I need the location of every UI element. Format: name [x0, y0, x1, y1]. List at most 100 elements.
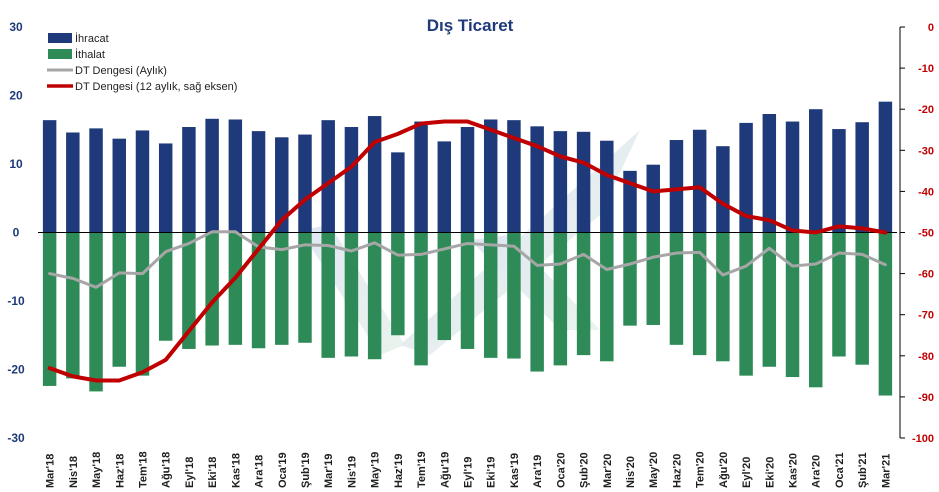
bar-ihracat	[878, 101, 893, 233]
legend-swatch-bar	[48, 33, 72, 43]
bar-ihracat	[414, 121, 428, 233]
bar-ihracat	[42, 120, 57, 233]
right-axis-tick-label: -60	[918, 269, 934, 281]
bar-ihracat	[66, 132, 80, 233]
x-axis-tick-label: Mar'21	[880, 454, 892, 488]
bar-ithalat	[623, 232, 637, 326]
bar-ithalat	[344, 232, 359, 357]
bar-ihracat	[809, 109, 823, 233]
x-axis-tick-label: Nis'20	[625, 456, 637, 488]
bar-ithalat	[553, 232, 568, 366]
bar-ithalat	[228, 232, 243, 345]
x-axis-tick-label: Haz'20	[671, 454, 683, 488]
bar-ihracat	[785, 121, 800, 233]
x-axis-tick-label: Oca'19	[277, 452, 289, 488]
x-axis-tick-label: Eki'19	[486, 457, 498, 488]
bar-ithalat	[89, 232, 103, 392]
bar-ithalat	[158, 232, 173, 341]
bar-ihracat	[251, 131, 266, 233]
x-axis-tick-label: Mar'20	[602, 454, 614, 488]
right-axis-tick-label: -10	[918, 63, 934, 75]
bar-ihracat	[483, 119, 498, 233]
bar-ithalat	[716, 232, 730, 362]
right-axis-tick-label: -20	[918, 104, 934, 116]
left-axis-tick-label: 20	[9, 89, 23, 103]
bar-ithalat	[878, 232, 893, 396]
bar-ithalat	[205, 232, 219, 346]
bar-ihracat	[158, 143, 173, 233]
x-axis-tick-label: Şub'21	[857, 452, 869, 488]
bar-ithalat	[275, 232, 289, 345]
bar-ihracat	[553, 131, 568, 233]
x-axis-tick-label: Mar'19	[323, 454, 335, 488]
bar-ithalat	[530, 232, 544, 372]
x-axis-tick-label: Ara'18	[254, 455, 266, 488]
bar-ithalat	[135, 232, 150, 376]
bar-ihracat	[576, 131, 591, 233]
bar-ithalat	[251, 232, 266, 349]
x-axis-tick-label: May'20	[648, 452, 660, 488]
legend-label: İhracat	[75, 32, 109, 45]
legend-label: DT Dengesi (12 aylık, sağ eksen)	[75, 81, 237, 93]
x-axis-tick-label: Eyl'20	[741, 457, 753, 488]
x-axis-tick-label: Haz'18	[114, 454, 126, 488]
bar-ihracat	[112, 138, 126, 233]
bar-ihracat	[832, 129, 846, 233]
bar-ihracat	[460, 127, 475, 233]
x-axis-tick-label: Eyl'18	[184, 457, 196, 488]
right-axis-tick-label: -70	[918, 310, 934, 322]
right-axis-tick-label: -50	[918, 228, 934, 240]
right-axis-tick-label: -30	[918, 145, 934, 157]
x-axis-tick-label: Nis'19	[346, 456, 358, 488]
bar-ihracat	[275, 137, 289, 233]
bar-ihracat	[205, 118, 219, 233]
right-axis-tick-label: -100	[912, 433, 934, 445]
bar-ithalat	[367, 232, 382, 360]
bar-ithalat	[298, 232, 312, 343]
bar-ithalat	[483, 232, 498, 358]
bar-ihracat	[228, 119, 243, 233]
bar-ithalat	[321, 232, 335, 358]
bar-ihracat	[530, 126, 544, 233]
series-line-dt-12-aylik	[47, 119, 888, 383]
bar-ihracat	[135, 130, 150, 233]
bar-ihracat	[89, 128, 103, 233]
bar-ihracat	[669, 140, 684, 233]
bar-ihracat	[646, 164, 660, 233]
bar-ihracat	[600, 140, 614, 233]
bar-ithalat	[762, 232, 777, 367]
bar-ihracat	[716, 146, 730, 233]
legend-label: DT Dengesi (Aylık)	[75, 65, 167, 77]
bar-ithalat	[66, 232, 80, 379]
x-axis-tick-label: Nis'18	[68, 456, 80, 488]
bar-ihracat	[762, 113, 777, 233]
bar-ithalat	[391, 232, 405, 336]
bar-ihracat	[507, 120, 521, 233]
x-axis-tick-label: Eki'18	[207, 457, 219, 488]
x-axis-tick-label: Ağu'18	[161, 452, 173, 488]
right-axis-tick-label: -40	[918, 186, 934, 198]
left-axis-tick-label: 0	[13, 226, 20, 240]
bar-ihracat	[391, 152, 405, 233]
bar-ithalat	[112, 232, 126, 367]
bar-ihracat	[692, 129, 707, 233]
x-axis-tick-label: Oca'20	[555, 452, 567, 488]
bar-ithalat	[646, 232, 660, 325]
bar-ithalat	[182, 232, 196, 349]
x-axis-tick-label: Kas'20	[788, 453, 800, 488]
x-axis-tick-label: Kas'19	[509, 453, 521, 488]
bar-ithalat	[669, 232, 684, 345]
left-axis-tick-label: 30	[9, 20, 23, 34]
right-axis-tick-label: 0	[928, 22, 934, 34]
legend-swatch-bar	[48, 49, 72, 59]
x-axis-tick-label: May'19	[370, 452, 382, 488]
left-axis-tick-label: -30	[7, 431, 25, 445]
bar-ithalat	[600, 232, 614, 362]
left-axis-tick-label: -10	[7, 294, 25, 308]
bar-ithalat	[832, 232, 846, 357]
bar-ihracat	[367, 116, 382, 233]
bar-ihracat	[437, 141, 452, 233]
x-axis-tick-label: Tem'19	[416, 451, 428, 488]
x-axis-tick-label: Tem'18	[137, 451, 149, 488]
